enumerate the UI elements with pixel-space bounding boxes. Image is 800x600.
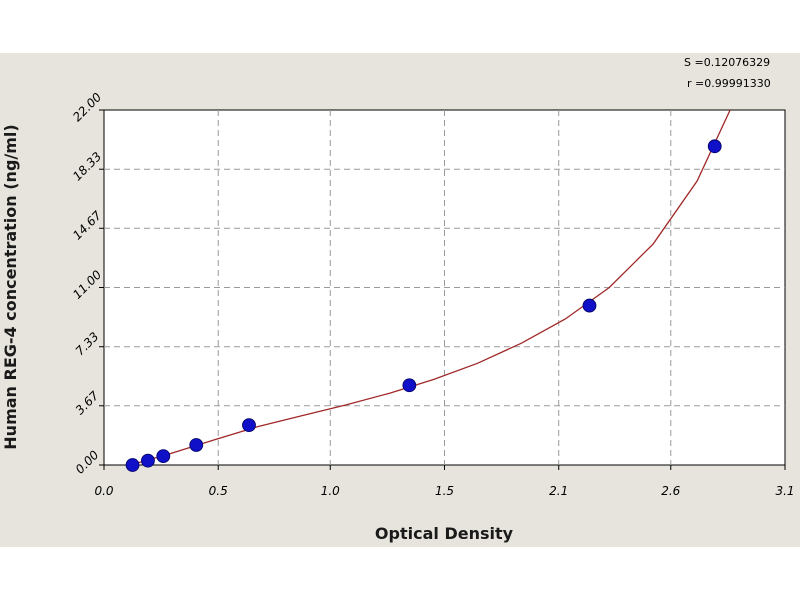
x-tick-label: 2.6 [661, 484, 680, 498]
fit-curve [130, 109, 731, 466]
data-point [156, 449, 171, 464]
data-points [125, 139, 722, 472]
x-axis-ticks: 0.0 0.5 1.0 1.5 2.1 2.6 3.1 [94, 465, 795, 498]
stat-r: r =0.99991330 [687, 77, 771, 90]
stat-s: S =0.12076329 [684, 56, 770, 69]
data-point [189, 438, 204, 452]
x-tick-label: 0.5 [209, 484, 228, 498]
data-point [582, 298, 597, 313]
x-tick-label: 1.0 [321, 484, 340, 498]
data-point [125, 458, 140, 472]
y-axis-title: Human REG-4 concentration (ng/ml) [1, 124, 20, 449]
y-tick-label: 18.33 [70, 149, 104, 183]
x-tick-label: 2.1 [549, 484, 568, 498]
y-tick-label: 11.00 [70, 267, 104, 301]
y-tick-label: 22.00 [70, 90, 104, 124]
x-axis-title: Optical Density [375, 524, 514, 543]
y-tick-label: 14.67 [70, 208, 104, 242]
x-tick-label: 0.0 [94, 484, 113, 498]
grid-lines [104, 110, 785, 465]
x-tick-label: 1.5 [435, 484, 454, 498]
data-point [141, 453, 155, 468]
x-tick-label: 3.1 [775, 484, 794, 498]
data-point [402, 378, 417, 393]
y-tick-label: 3.67 [73, 388, 102, 417]
y-tick-label: 0.00 [73, 448, 102, 477]
data-point [707, 139, 722, 154]
data-point [242, 418, 256, 433]
y-tick-label: 7.33 [73, 329, 102, 358]
y-axis-ticks: 0.00 3.67 7.33 11.00 14.67 18.33 22.00 [70, 90, 104, 477]
